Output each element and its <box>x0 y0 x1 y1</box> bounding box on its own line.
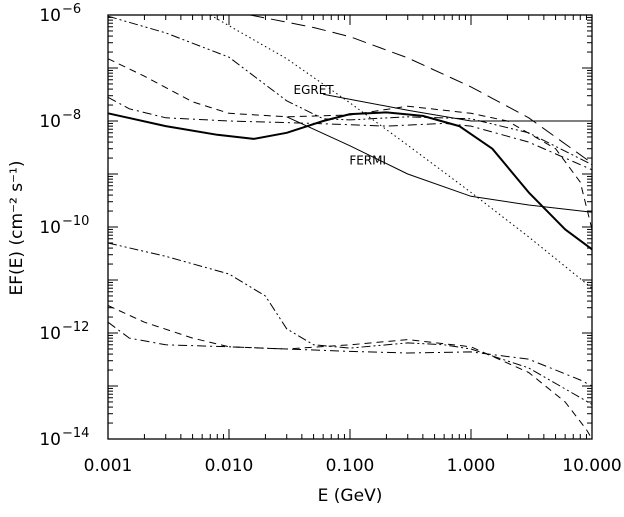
series-line-4 <box>250 14 593 164</box>
series-line-2 <box>323 93 592 122</box>
series-line-10 <box>107 305 593 440</box>
y-tick-exponent: −14 <box>62 426 89 441</box>
x-tick-labels: 0.001 0.010 0.100 1.000 10.000 <box>84 456 622 476</box>
y-axis-label: EF(E) (cm⁻² s⁻¹) <box>7 161 27 296</box>
x-tick-label: 0.010 <box>205 456 254 476</box>
x-axis-label: E (GeV) <box>318 486 383 506</box>
x-tick-label: 1.000 <box>447 456 496 476</box>
plot-frame <box>107 14 593 440</box>
y-tick-label: 10 <box>39 6 61 26</box>
y-tick-label: 10 <box>39 324 61 344</box>
axis-ticks <box>107 14 593 440</box>
annotations: EGRET FERMI <box>294 83 387 167</box>
y-tick-exponent: −10 <box>62 214 89 229</box>
y-tick-label: 10 <box>39 218 61 238</box>
x-tick-label: 0.100 <box>326 456 375 476</box>
annotation-egret: EGRET <box>294 83 335 97</box>
y-tick-exponent: −8 <box>62 108 81 123</box>
series-line-8 <box>107 96 593 171</box>
y-tick-exponent: −12 <box>62 320 89 335</box>
x-tick-label: 0.001 <box>84 456 133 476</box>
series-line-7 <box>107 58 593 230</box>
series-line-3 <box>286 116 593 213</box>
x-tick-label: 10.000 <box>562 456 621 476</box>
series-line-1 <box>107 111 593 251</box>
series-line-6 <box>107 15 593 166</box>
series-line-11 <box>107 321 593 387</box>
plot-area <box>107 14 593 440</box>
y-tick-label: 10 <box>39 430 61 450</box>
y-tick-label: 10 <box>39 112 61 132</box>
annotation-fermi: FERMI <box>349 154 386 168</box>
y-tick-exponent: −6 <box>62 2 81 17</box>
series-line-9 <box>107 242 593 405</box>
